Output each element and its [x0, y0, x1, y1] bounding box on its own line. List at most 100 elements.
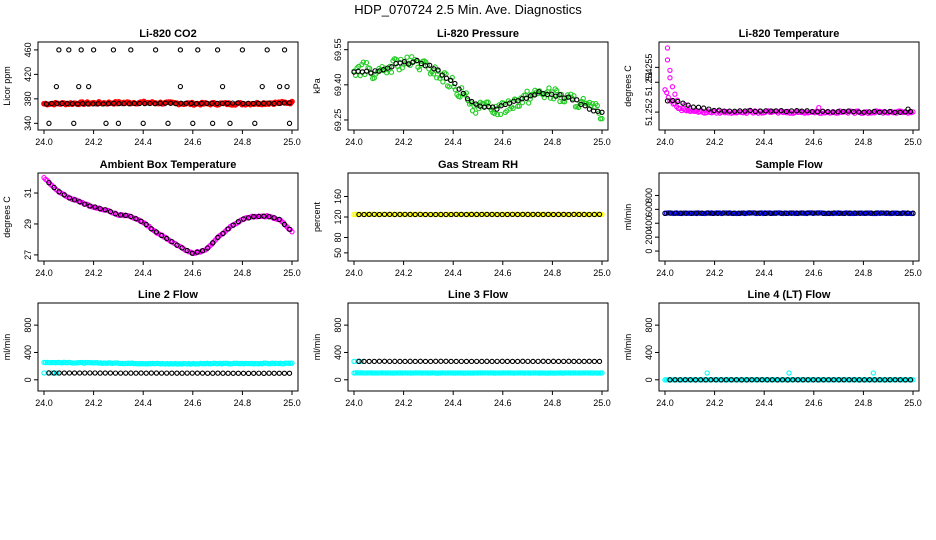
data-point — [742, 377, 748, 383]
data-point — [194, 370, 201, 376]
data-point — [188, 100, 194, 107]
data-point — [474, 211, 480, 218]
data-point — [136, 361, 142, 367]
data-point — [779, 377, 786, 383]
data-point — [664, 90, 670, 96]
data-point — [510, 105, 516, 112]
data-point — [240, 370, 247, 376]
data-point — [371, 370, 377, 376]
data-point — [853, 377, 860, 383]
x-tick-label: 24.8 — [234, 398, 252, 408]
data-point — [726, 108, 733, 114]
data-point — [747, 377, 753, 383]
data-point — [438, 358, 444, 364]
data-point — [795, 377, 801, 383]
data-point — [467, 370, 474, 376]
data-point — [436, 370, 442, 376]
data-point — [225, 226, 231, 232]
y-tick-label: 50 — [333, 248, 343, 258]
y-tick-label: 29 — [23, 219, 33, 229]
data-point — [892, 109, 898, 115]
data-point — [422, 358, 429, 365]
data-point — [672, 210, 679, 216]
data-point — [402, 211, 408, 217]
x-tick-label: 24.0 — [345, 137, 363, 147]
data-point — [669, 84, 676, 90]
data-point — [469, 108, 476, 114]
data-point — [167, 100, 174, 106]
data-point — [763, 108, 769, 114]
data-point — [504, 211, 511, 218]
panel-title: Line 4 (LT) Flow — [748, 289, 831, 301]
data-point — [123, 370, 129, 376]
data-point — [43, 101, 50, 107]
data-point — [582, 370, 589, 376]
data-point — [252, 120, 258, 126]
data-point — [235, 218, 241, 225]
data-point — [525, 211, 531, 218]
data-point — [463, 90, 469, 96]
data-point — [284, 83, 290, 90]
data-point — [899, 210, 906, 216]
data-point — [820, 377, 827, 383]
series-line3-raw-high — [351, 358, 365, 364]
data-point — [49, 359, 55, 366]
data-point — [443, 358, 449, 364]
data-point — [738, 377, 745, 383]
data-point — [397, 211, 403, 218]
data-point — [417, 358, 424, 364]
data-point — [887, 377, 893, 383]
y-tick-label: 400 — [644, 216, 654, 231]
data-point — [786, 370, 792, 376]
data-point — [862, 210, 869, 216]
panel-co2: Li-820 CO2 Licor ppm 24.0 24.2 24.4 24.6 24.8 2… — [2, 28, 301, 147]
data-point — [384, 370, 390, 376]
data-point — [281, 221, 288, 228]
data-point — [782, 377, 788, 383]
data-point — [554, 87, 560, 94]
data-point — [561, 211, 567, 218]
data-point — [549, 370, 555, 376]
x-tick-label: 24.0 — [656, 268, 674, 278]
data-point — [381, 358, 388, 364]
data-point — [371, 211, 377, 217]
data-point — [544, 370, 550, 376]
x-tick-label: 24.6 — [805, 137, 823, 147]
data-point — [66, 195, 73, 201]
data-point — [126, 360, 132, 366]
data-point — [460, 90, 466, 97]
data-point — [489, 211, 495, 218]
y-tick-label: 400 — [644, 345, 654, 360]
data-point — [174, 242, 180, 248]
data-point — [777, 377, 783, 383]
x-tick-label: 25.0 — [283, 398, 301, 408]
data-point — [545, 358, 551, 365]
data-point — [138, 370, 144, 376]
data-point — [586, 211, 592, 218]
data-point — [713, 377, 719, 383]
data-point — [356, 358, 362, 364]
data-point — [545, 211, 551, 218]
data-point — [690, 104, 696, 110]
data-point — [358, 370, 364, 376]
data-point — [429, 370, 435, 376]
data-point — [209, 100, 215, 107]
data-point — [816, 104, 822, 111]
data-point — [112, 211, 119, 217]
data-point — [512, 370, 519, 376]
data-point — [535, 211, 541, 218]
data-point — [245, 100, 251, 106]
data-point — [244, 360, 250, 367]
data-point — [371, 358, 377, 365]
data-point — [883, 210, 890, 216]
data-point — [435, 67, 441, 73]
data-point — [876, 109, 883, 115]
series-sample-avg — [662, 210, 916, 217]
data-point — [562, 370, 569, 376]
data-point — [417, 211, 424, 217]
data-point — [670, 377, 676, 383]
data-point — [509, 358, 516, 365]
y-tick-label: 200 — [644, 230, 654, 245]
data-point — [794, 108, 800, 114]
data-point — [746, 210, 753, 216]
